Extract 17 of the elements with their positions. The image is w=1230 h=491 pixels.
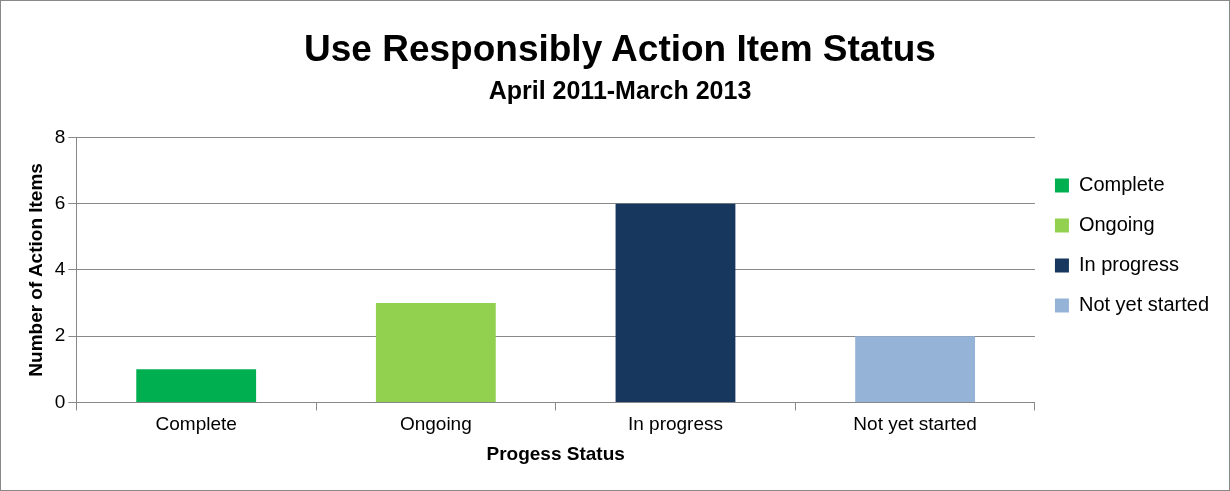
legend-label: Not yet started: [1078, 293, 1209, 316]
x-tick-label: Complete: [155, 413, 237, 435]
y-tick-label: 6: [54, 191, 66, 213]
x-axis-title: Progess Status: [486, 442, 625, 464]
y-tick-label: 8: [54, 125, 66, 147]
legend-label: Complete: [1078, 173, 1165, 196]
y-tick-label: 2: [54, 324, 66, 346]
y-axis-title: Number of Action Items: [24, 163, 46, 377]
chart-title: Use Responsibly Action Item Status: [304, 28, 936, 70]
y-tick-label: 0: [54, 390, 66, 412]
y-tick-label: 4: [54, 258, 66, 280]
chart-subtitle: April 2011-March 2013: [488, 76, 752, 105]
x-tick-label: Not yet started: [853, 413, 977, 435]
legend-label: Ongoing: [1078, 213, 1155, 236]
legend-label: In progress: [1078, 253, 1179, 276]
x-tick-label: Ongoing: [399, 413, 472, 435]
x-tick-label: In progress: [627, 413, 723, 435]
